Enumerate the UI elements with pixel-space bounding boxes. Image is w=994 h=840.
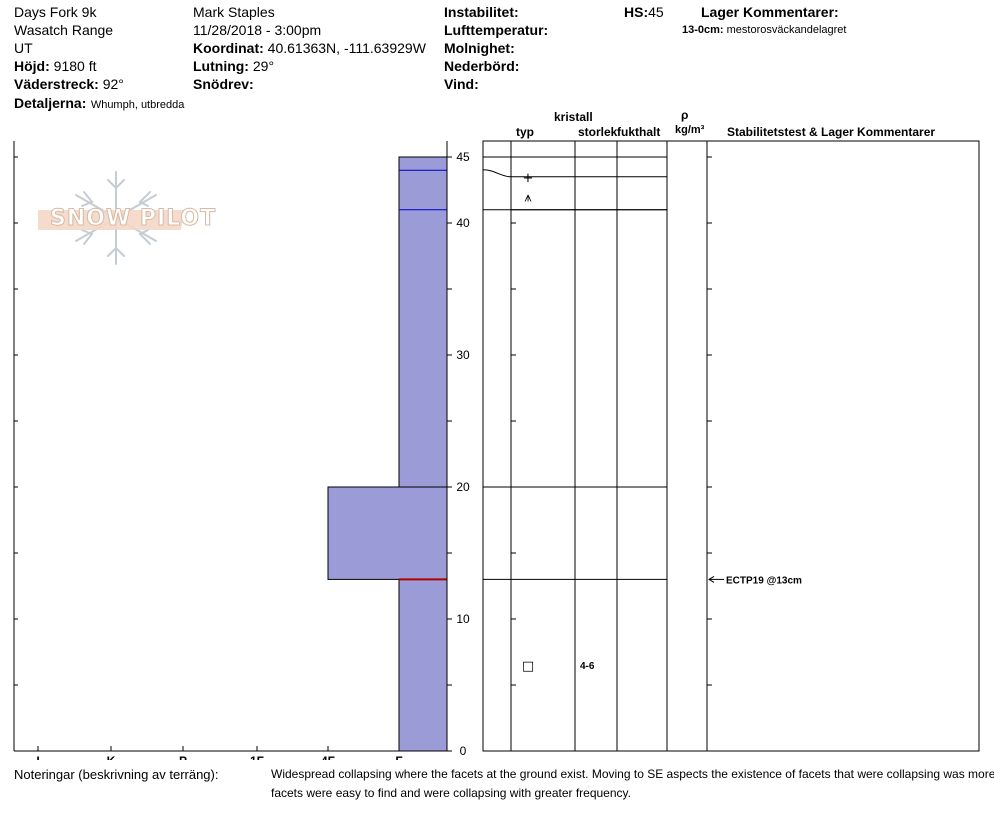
aspect-value: 92° — [102, 76, 124, 92]
range-name: Wasatch Range — [14, 22, 114, 38]
notes-line-2: facets were easy to find and were collap… — [271, 786, 631, 800]
depth-label-0: 0 — [460, 744, 467, 758]
grain-type-0: + — [523, 171, 534, 186]
slope-row: Lutning: 29° — [193, 58, 274, 75]
grid-layer-line-1 — [482, 169, 667, 178]
size-column-label: storlek — [578, 125, 618, 139]
depth-label-45: 45 — [456, 150, 470, 164]
airtemp-label: Lufttemperatur: — [444, 22, 549, 38]
stability-arrow-head-0 — [708, 575, 715, 583]
grain-size-2: 4-6 — [580, 661, 595, 672]
details-value: Whumph, utbredda — [90, 99, 185, 111]
depth-label-40: 40 — [456, 216, 470, 230]
coordinate-value: 40.61363N, -111.63929W — [267, 40, 426, 56]
depth-label-10: 10 — [456, 612, 470, 626]
crystal-column-label: kristall — [554, 110, 593, 124]
hardness-label-P: P — [179, 754, 187, 760]
precip-label: Nederbörd: — [444, 58, 520, 74]
layer-comment-row: 13-0cm: mestorosväckandelagret — [682, 24, 846, 37]
hardness-label-I: I — [36, 754, 39, 760]
location-name: Days Fork 9k — [14, 4, 97, 20]
slope-value: 29° — [252, 58, 275, 74]
snowpilot-logo: SNOW PILOT — [26, 168, 216, 268]
type-column-label: typ — [516, 125, 534, 139]
layer-comment-range: 13-0cm: — [682, 24, 724, 36]
instability-row: Instabilitet: — [444, 4, 519, 21]
depth-label-30: 30 — [456, 348, 470, 362]
clouds-label: Molnighet: — [444, 40, 515, 56]
hardness-label-F: F — [395, 754, 402, 760]
airtemp-row: Lufttemperatur: — [444, 22, 548, 39]
hs-label: HS: — [624, 4, 649, 20]
grain-type-1: ⩚ — [524, 191, 532, 206]
stability-column-label: Stabilitetstest & Lager Kommentarer — [727, 125, 936, 139]
aspect-label: Väderstreck: — [14, 76, 99, 92]
details-label: Detaljerna: — [14, 95, 87, 111]
hardness-layer-1 — [327, 486, 448, 580]
wind-row: Vind: — [444, 76, 479, 93]
state-name: UT — [14, 40, 33, 56]
clouds-row: Molnighet: — [444, 40, 515, 57]
moisture-column-label: fukthalt — [617, 125, 661, 139]
hs-row: HS:45 — [624, 4, 664, 21]
hs-value: 45 — [648, 4, 664, 20]
drift-label: Snödrev: — [193, 76, 254, 92]
grid-frame — [482, 140, 980, 752]
elevation-row: Höjd: 9180 ft — [14, 58, 96, 75]
snowflake-icon — [26, 171, 186, 265]
slope-label: Lutning: — [193, 58, 249, 74]
precip-row: Nederbörd: — [444, 58, 519, 75]
observation-datetime: 11/28/2018 - 3:00pm — [193, 22, 322, 38]
grain-type-2: □ — [522, 659, 534, 674]
hardness-label-1F: 1F — [250, 754, 264, 760]
aspect-row: Väderstreck: 92° — [14, 76, 124, 93]
notes-line-1: Widespread collapsing where the facets a… — [271, 767, 994, 781]
stability-test-label-0: ECTP19 @13cm — [726, 575, 802, 586]
details-row: Detaljerna: Whumph, utbredda — [14, 95, 184, 113]
density-unit-label: kg/m³ — [675, 124, 705, 136]
hardness-label-K: K — [107, 754, 116, 760]
hardness-label-4F: 4F — [321, 754, 335, 760]
snow-profile-chart: I K P 1F 4F F 45 40 30 20 10 0 + ⩚ □ 4-6 ECTP19 @13cm — [13, 140, 980, 760]
depth-label-20: 20 — [456, 480, 470, 494]
wind-label: Vind: — [444, 76, 479, 92]
hardness-layer-0 — [398, 156, 448, 488]
observer-name: Mark Staples — [193, 4, 275, 20]
logo-text: SNOW PILOT — [49, 206, 217, 232]
coordinate-label: Koordinat: — [193, 40, 264, 56]
notes-label: Noteringar (beskrivning av terräng): — [14, 767, 219, 782]
instability-label: Instabilitet: — [444, 4, 519, 20]
coordinate-row: Koordinat: 40.61363N, -111.63929W — [193, 40, 426, 57]
elevation-label: Höjd: — [14, 58, 50, 74]
rho-symbol: ρ — [681, 108, 689, 122]
elevation-value: 9180 ft — [53, 58, 97, 74]
hardness-layer-2 — [398, 578, 448, 752]
layer-comment-text: mestorosväckandelagret — [726, 24, 847, 36]
layer-comments-label: Lager Kommentarer: — [701, 4, 839, 20]
drift-row: Snödrev: — [193, 76, 254, 93]
